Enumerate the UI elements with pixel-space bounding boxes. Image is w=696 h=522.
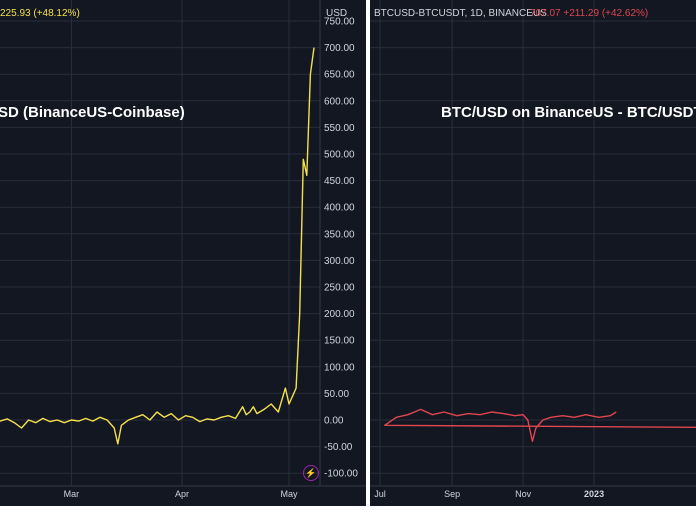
left-chart-panel: 750.00 700.00 650.00 600.00 550.00 500.00 450.… <box>0 0 366 506</box>
symbol-text: BTCUSD-BTCUSDT, 1D, BINANCEUS <box>374 8 547 19</box>
y-tick-label: 250.00 <box>324 283 355 294</box>
right-series-line <box>384 408 696 442</box>
y-tick-label: 300.00 <box>324 256 355 267</box>
y-tick-label: 750.00 <box>324 17 355 28</box>
right-chart-title: BTC/USD on BinanceUS - BTC/USDT o <box>441 104 696 121</box>
x-tick-label: Mar <box>64 489 80 499</box>
y-tick-label: 600.00 <box>324 96 355 107</box>
x-tick-label: Nov <box>515 489 532 499</box>
y-tick-label: 450.00 <box>324 176 355 187</box>
left-chart: 750.00 700.00 650.00 600.00 550.00 500.00 450.… <box>0 0 366 499</box>
y-tick-label: 100.00 <box>324 362 355 373</box>
y-tick-label: -50.00 <box>324 442 353 453</box>
y-tick-label: 50.00 <box>324 389 349 400</box>
left-change-text: 225.93 (+48.12%) <box>0 8 80 19</box>
x-tick-label: Apr <box>175 489 189 499</box>
bottom-strip <box>0 506 696 522</box>
left-series-line <box>0 47 315 445</box>
y-tick-label: 0.00 <box>324 416 344 427</box>
right-chart-panel: Jul Sep Nov 2023 BTCUSD-BTCUSDT, 1D, BINANC… <box>370 0 696 506</box>
y-tick-label: -100.00 <box>324 469 358 480</box>
x-tick-label: 2023 <box>584 489 604 499</box>
y-tick-label: 500.00 <box>324 150 355 161</box>
y-tick-label: 400.00 <box>324 203 355 214</box>
y-tick-label: 150.00 <box>324 336 355 347</box>
x-tick-label: Sep <box>444 489 460 499</box>
y-tick-label: 650.00 <box>324 70 355 81</box>
right-chart: Jul Sep Nov 2023 <box>370 0 696 499</box>
x-tick-label: Jul <box>374 489 386 499</box>
y-tick-label: 200.00 <box>324 309 355 320</box>
y-tick-label: 350.00 <box>324 229 355 240</box>
flash-icon[interactable]: ⚡ <box>303 465 319 481</box>
right-value-text: 707.07 +211.29 (+42.62%) <box>530 8 649 19</box>
y-tick-label: 550.00 <box>324 123 355 134</box>
y-tick-label: 700.00 <box>324 43 355 54</box>
currency-label: USD <box>326 8 348 19</box>
left-chart-title: SD (BinanceUS-Coinbase) <box>0 104 185 121</box>
x-tick-label: May <box>280 489 298 499</box>
